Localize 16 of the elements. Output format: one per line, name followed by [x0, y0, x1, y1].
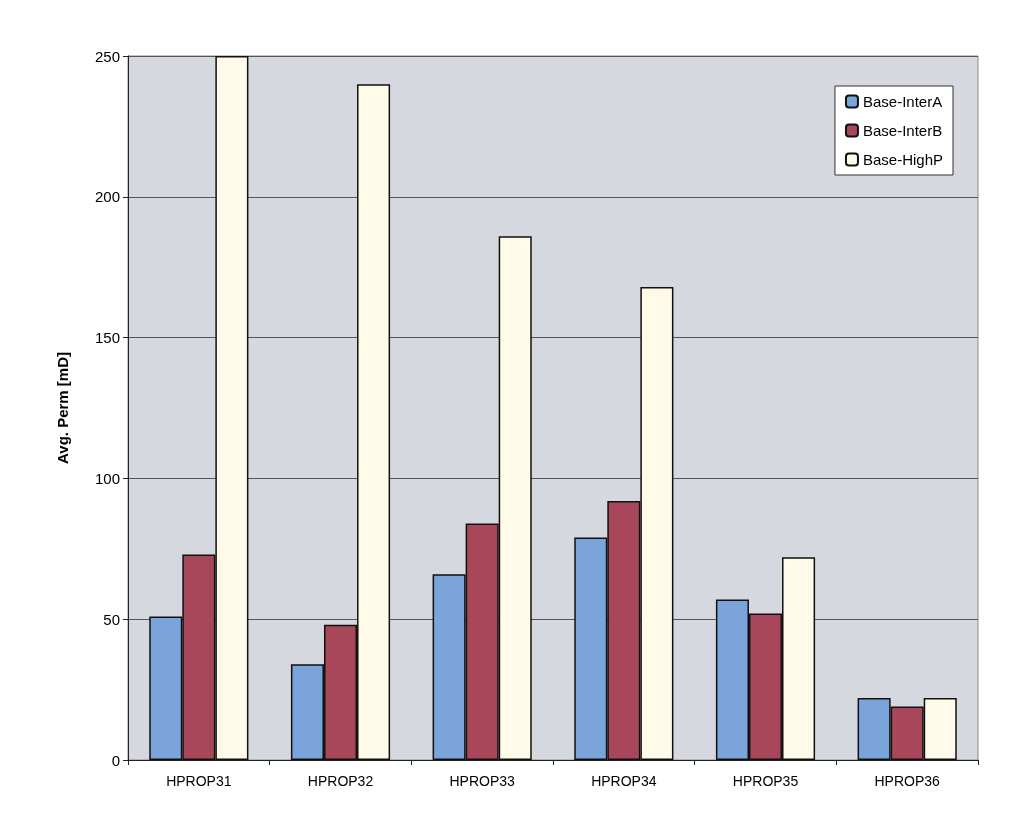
- y-tick-label: 200: [94, 188, 120, 206]
- y-tick-label: 250: [94, 47, 120, 65]
- legend-label: Base-HighP: [862, 151, 944, 168]
- x-tick-label: HPROP33: [449, 773, 516, 789]
- x-tick-label: HPROP35: [732, 773, 799, 789]
- y-tick-label: 100: [94, 469, 120, 487]
- y-tick-label: 150: [94, 329, 120, 347]
- legend-label: Base-InterB: [862, 122, 943, 139]
- y-tick-label: 0: [111, 751, 120, 769]
- x-tick-label: HPROP31: [166, 773, 232, 789]
- x-tick-label: HPROP34: [591, 773, 657, 789]
- legend-label: Base-InterA: [862, 93, 943, 110]
- x-tick-label: HPROP36: [874, 773, 941, 789]
- x-tick-label: HPROP32: [307, 773, 374, 789]
- y-tick-label: 50: [103, 610, 120, 628]
- y-axis-title: Avg. Perm [mD]: [54, 352, 71, 464]
